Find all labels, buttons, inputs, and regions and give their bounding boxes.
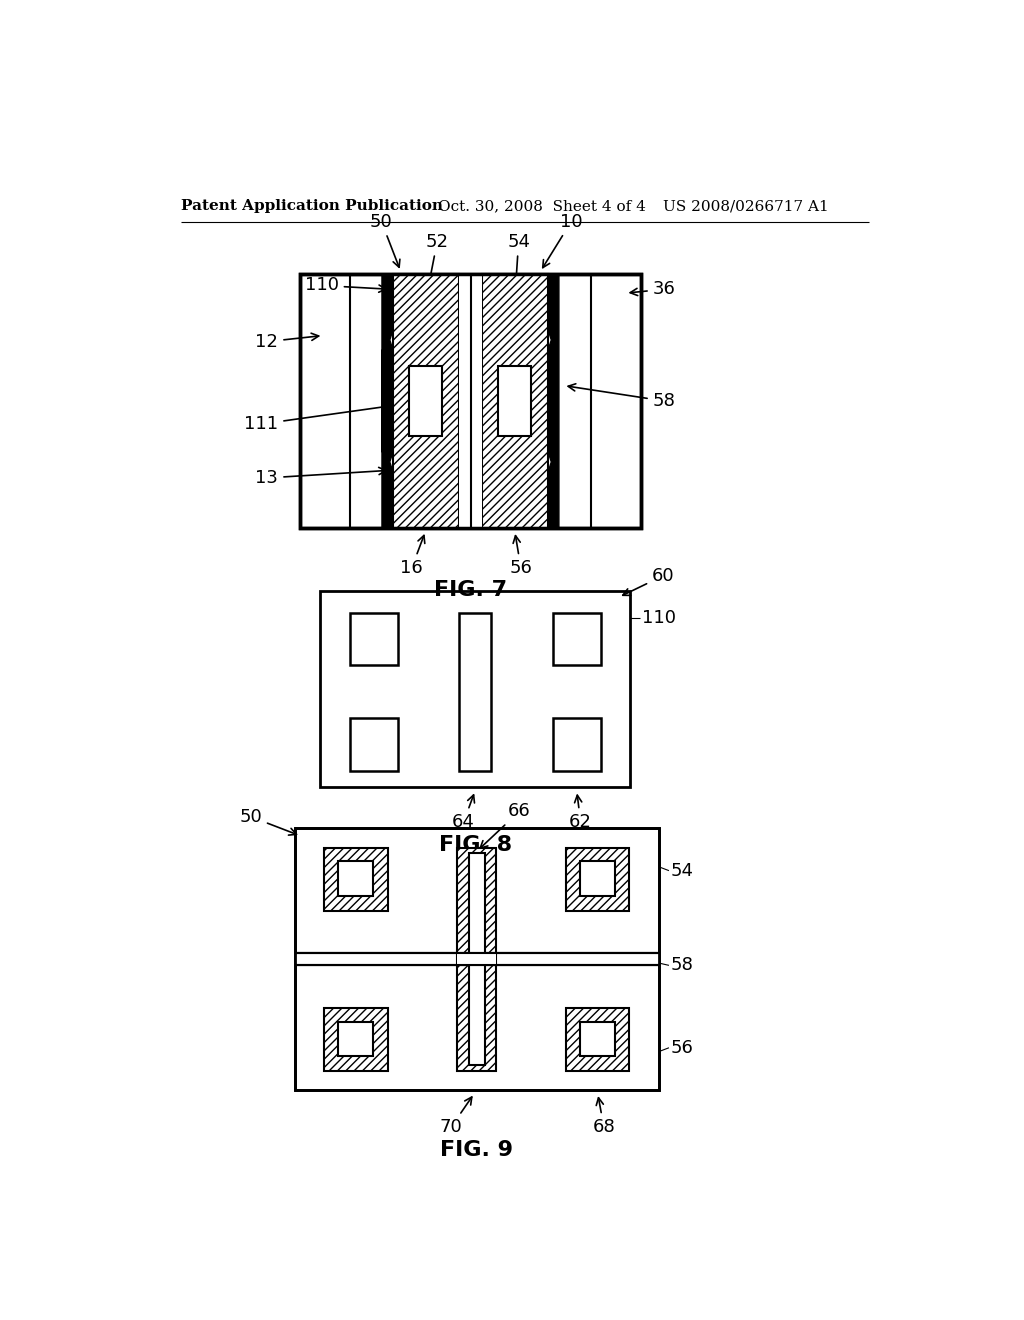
Polygon shape bbox=[382, 275, 393, 528]
Text: FIG. 8: FIG. 8 bbox=[438, 836, 512, 855]
Text: 60: 60 bbox=[623, 566, 675, 595]
Bar bbox=[295, 953, 658, 965]
Text: 62: 62 bbox=[569, 795, 592, 832]
Text: 12: 12 bbox=[255, 333, 318, 351]
Text: 50: 50 bbox=[240, 808, 297, 836]
Bar bbox=[580, 1022, 614, 1056]
Text: 110: 110 bbox=[305, 276, 386, 294]
Text: 58: 58 bbox=[671, 957, 693, 974]
Bar bbox=[566, 1007, 630, 1071]
Bar bbox=[393, 275, 459, 528]
Text: 54: 54 bbox=[671, 862, 693, 879]
Bar bbox=[321, 591, 630, 788]
Bar bbox=[580, 862, 614, 896]
Text: 50: 50 bbox=[370, 213, 400, 267]
Bar bbox=[338, 1022, 373, 1056]
Bar bbox=[499, 367, 531, 436]
Text: 36: 36 bbox=[630, 280, 676, 298]
Bar bbox=[469, 853, 484, 1065]
Text: 111: 111 bbox=[245, 399, 421, 433]
Text: 13: 13 bbox=[255, 467, 386, 487]
Bar bbox=[410, 367, 442, 436]
Text: 10: 10 bbox=[543, 213, 583, 268]
Text: 56: 56 bbox=[671, 1039, 693, 1057]
Bar bbox=[324, 1007, 388, 1071]
Text: 58: 58 bbox=[568, 384, 676, 411]
Bar bbox=[553, 718, 601, 771]
Bar bbox=[459, 612, 492, 771]
Bar bbox=[459, 275, 482, 528]
Text: 64: 64 bbox=[453, 795, 475, 832]
Bar bbox=[349, 718, 397, 771]
Polygon shape bbox=[548, 275, 559, 528]
Bar bbox=[458, 847, 496, 1071]
Text: 110: 110 bbox=[642, 609, 676, 627]
Text: 16: 16 bbox=[400, 536, 425, 577]
Text: Patent Application Publication: Patent Application Publication bbox=[180, 199, 442, 213]
Text: 70: 70 bbox=[439, 1097, 472, 1137]
Polygon shape bbox=[382, 275, 393, 528]
Text: US 2008/0266717 A1: US 2008/0266717 A1 bbox=[663, 199, 828, 213]
Text: 56: 56 bbox=[510, 536, 532, 577]
Bar bbox=[300, 275, 641, 528]
Bar bbox=[349, 612, 397, 665]
Text: FIG. 9: FIG. 9 bbox=[440, 1140, 513, 1160]
Bar bbox=[295, 829, 658, 1090]
Text: 68: 68 bbox=[593, 1098, 615, 1137]
Bar bbox=[566, 847, 630, 911]
Text: FIG. 7: FIG. 7 bbox=[434, 579, 507, 599]
Bar bbox=[553, 612, 601, 665]
Bar bbox=[300, 275, 641, 528]
Bar bbox=[482, 275, 548, 528]
Bar bbox=[295, 829, 658, 1090]
Text: 54: 54 bbox=[507, 232, 530, 296]
Bar bbox=[338, 862, 373, 896]
Text: 66: 66 bbox=[480, 803, 530, 849]
Bar bbox=[458, 953, 496, 965]
Text: Oct. 30, 2008  Sheet 4 of 4: Oct. 30, 2008 Sheet 4 of 4 bbox=[438, 199, 646, 213]
Bar bbox=[324, 847, 388, 911]
Text: 52: 52 bbox=[424, 232, 449, 296]
